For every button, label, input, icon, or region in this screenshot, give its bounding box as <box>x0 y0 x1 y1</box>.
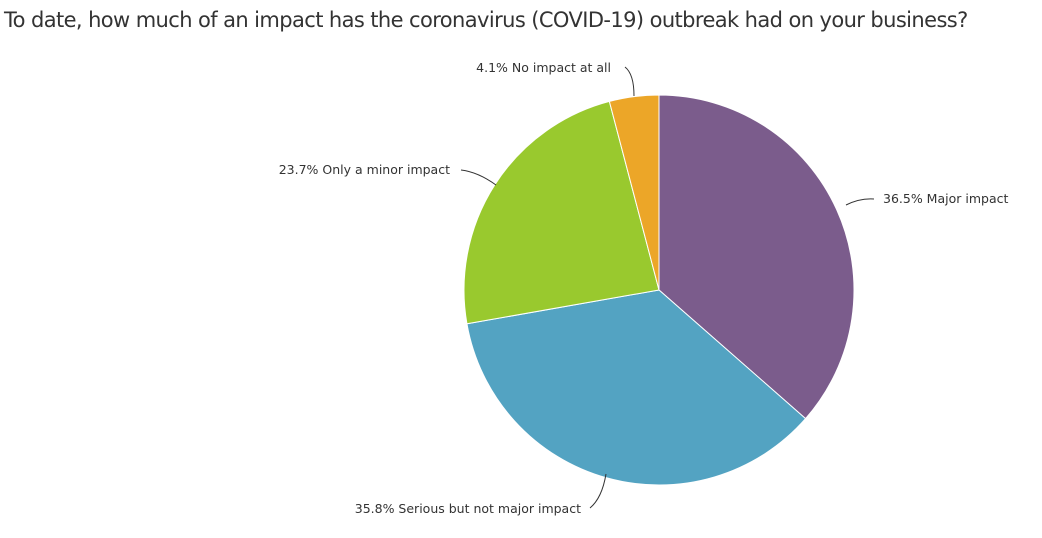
pie-slice-only-a-minor-impact[interactable] <box>463 100 660 325</box>
data-label: 4.1% No impact at all <box>476 60 611 75</box>
chart-title: To date, how much of an impact has the c… <box>4 8 968 32</box>
pie-labels: 36.5% Major impact 35.8% Serious but not … <box>279 60 1009 516</box>
pie-slice-serious-but-not-major-impact[interactable] <box>466 289 807 486</box>
label-connector-line <box>624 66 635 97</box>
label-connector-line <box>460 169 497 186</box>
pie-slices <box>463 94 855 486</box>
data-label: 23.7% Only a minor impact <box>279 162 450 177</box>
data-label: 35.8% Serious but not major impact <box>355 501 581 516</box>
label-connector-line <box>845 198 875 206</box>
label-connector-line <box>589 473 607 509</box>
pie-slice-no-impact-at-all[interactable] <box>608 94 660 291</box>
pie-connectors <box>460 66 875 509</box>
pie-slice-major-impact[interactable] <box>658 94 855 420</box>
data-label: 36.5% Major impact <box>883 191 1008 206</box>
